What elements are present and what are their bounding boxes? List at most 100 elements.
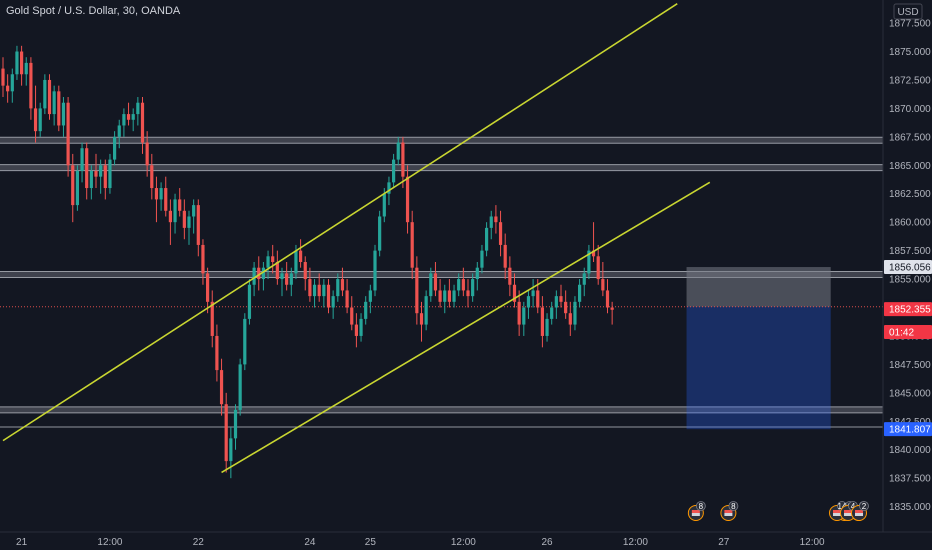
event-badge[interactable]: 2 xyxy=(851,501,869,521)
candle-body xyxy=(610,307,614,310)
currency-box[interactable] xyxy=(893,3,923,20)
candle-body xyxy=(540,307,544,336)
candle xyxy=(326,279,331,314)
candle xyxy=(192,199,196,234)
candle-body xyxy=(554,296,558,308)
candle-body xyxy=(461,279,465,291)
candle-body xyxy=(159,188,163,200)
candle-body xyxy=(131,114,135,120)
candle xyxy=(550,301,554,325)
candle-body xyxy=(322,284,326,297)
candle xyxy=(280,267,284,297)
candle-body xyxy=(419,313,424,325)
candle xyxy=(122,108,126,137)
candle-body xyxy=(415,267,419,314)
candle xyxy=(150,153,154,200)
candle-body xyxy=(150,165,154,189)
price-tag[interactable]: 1852.355 xyxy=(884,302,932,317)
candle-body xyxy=(57,91,61,126)
x-tick-label: 12:00 xyxy=(623,537,648,548)
candle-body xyxy=(429,273,433,297)
level-band-3[interactable] xyxy=(0,406,883,413)
candle-body xyxy=(154,188,159,200)
candle xyxy=(80,142,84,183)
candle xyxy=(266,250,270,280)
level-band-1[interactable] xyxy=(0,164,883,171)
y-tick-label: 1870.000 xyxy=(889,104,931,115)
candle xyxy=(89,165,93,200)
candle xyxy=(512,273,517,308)
candle-body xyxy=(201,244,205,274)
flag-stripe xyxy=(833,510,841,513)
candle xyxy=(219,358,224,416)
candle xyxy=(345,279,349,314)
candle-body xyxy=(354,324,358,336)
event-badge[interactable]: 8 xyxy=(687,501,706,521)
flag-stripe xyxy=(855,510,863,513)
candle xyxy=(466,279,470,308)
candle-body xyxy=(196,205,200,245)
candle xyxy=(336,273,340,302)
event-badge[interactable]: 8 xyxy=(720,501,739,521)
candle-body xyxy=(122,114,126,126)
candle xyxy=(224,392,228,473)
trendline-0[interactable] xyxy=(2,3,678,442)
candle xyxy=(15,45,19,80)
take-profit-zone[interactable] xyxy=(686,306,831,430)
candle-body xyxy=(47,79,52,115)
level-band-2[interactable] xyxy=(0,271,883,278)
candle xyxy=(252,262,256,297)
candle xyxy=(94,153,98,189)
candle xyxy=(331,290,335,319)
candle xyxy=(485,222,489,257)
flag-stripe xyxy=(724,513,733,516)
candle-body xyxy=(596,256,600,280)
candle-body xyxy=(275,262,279,280)
candle-body xyxy=(466,290,470,297)
candle xyxy=(233,404,238,450)
price-tag-background xyxy=(884,302,932,317)
candle xyxy=(33,85,38,143)
candle-body xyxy=(108,159,112,189)
candle xyxy=(350,296,354,331)
level-band-0[interactable] xyxy=(0,137,883,144)
candle-body xyxy=(345,290,349,308)
candle xyxy=(275,250,279,285)
trendline-1[interactable] xyxy=(221,181,711,474)
stop-loss-zone[interactable] xyxy=(686,267,831,307)
price-tag[interactable]: 1856.056 xyxy=(884,260,932,275)
candle xyxy=(66,97,70,177)
badge-count-bubble xyxy=(695,501,706,511)
candle-body xyxy=(308,279,312,297)
flag-stripe xyxy=(691,513,700,516)
candle-body xyxy=(498,222,503,245)
candle-body xyxy=(6,85,10,92)
price-tag[interactable]: 1841.807 xyxy=(884,422,932,437)
y-tick-label: 1867.500 xyxy=(889,132,931,143)
candle-body xyxy=(145,142,149,166)
candle-body xyxy=(210,301,214,336)
candle xyxy=(429,267,433,302)
candle-body xyxy=(89,170,93,189)
candle xyxy=(317,273,321,302)
candle-body xyxy=(1,68,5,86)
candle-body xyxy=(457,279,461,291)
x-tick-label: 26 xyxy=(541,537,553,548)
candle-body xyxy=(424,296,428,325)
candle xyxy=(61,97,66,137)
candle xyxy=(517,290,521,336)
x-tick-label: 12:00 xyxy=(800,537,825,548)
price-tag[interactable]: 01:42 xyxy=(884,324,932,339)
candle xyxy=(43,74,47,115)
candle xyxy=(140,97,145,154)
badge-count: 4 xyxy=(851,502,856,511)
candle xyxy=(340,267,345,297)
badge-count: 14 xyxy=(838,502,847,511)
candle xyxy=(57,85,61,132)
candle-body xyxy=(550,307,554,319)
candle-body xyxy=(140,102,145,143)
candle-body xyxy=(475,267,479,280)
candle xyxy=(75,165,79,211)
